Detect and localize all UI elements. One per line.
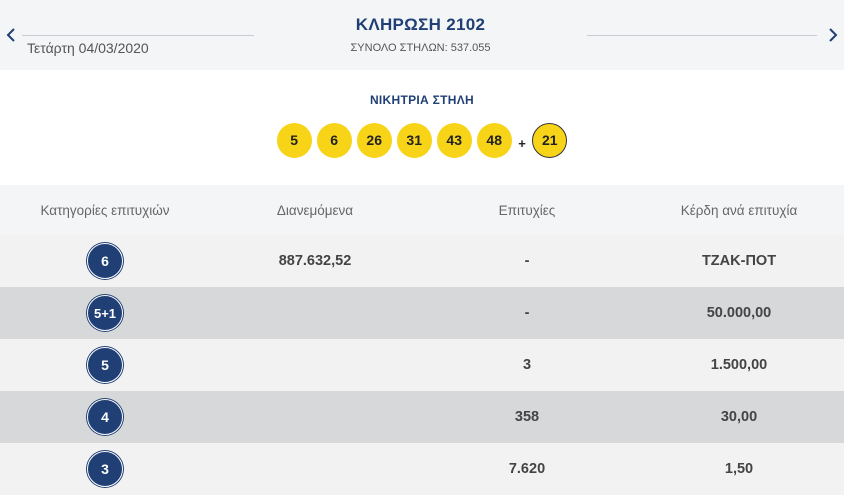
category-badge: 4 bbox=[87, 399, 123, 435]
header-categories: Κατηγορίες επιτυχιών bbox=[40, 202, 170, 218]
winning-ball: 31 bbox=[396, 122, 432, 158]
header-distributed: Διανεμόμενα bbox=[276, 202, 354, 218]
winning-numbers: 5 6 26 31 43 48 + 21 bbox=[0, 122, 844, 158]
category-cell: 5+1 bbox=[0, 295, 210, 331]
prize-cell: ΤΖΑΚ-ΠΟΤ bbox=[701, 253, 777, 269]
prize-cell: 30,00 bbox=[720, 409, 758, 425]
winning-ball: 26 bbox=[356, 122, 392, 158]
winning-ball: 48 bbox=[476, 122, 512, 158]
chevron-left-icon bbox=[6, 28, 15, 42]
category-cell: 6 bbox=[0, 243, 210, 279]
draw-header: Τετάρτη 04/03/2020 ΚΛΗΡΩΣΗ 2102 ΣΥΝΟΛΟ Σ… bbox=[0, 0, 844, 70]
category-badge: 3 bbox=[87, 451, 123, 487]
table-row: 4 358 30,00 bbox=[0, 391, 844, 443]
winners-cell: - bbox=[524, 253, 530, 269]
draw-title: ΚΛΗΡΩΣΗ 2102 bbox=[355, 15, 486, 34]
chevron-right-icon bbox=[829, 28, 838, 42]
winners-cell: - bbox=[524, 305, 530, 321]
winners-cell: 358 bbox=[514, 409, 540, 425]
prize-table: Κατηγορίες επιτυχιών Διανεμόμενα Επιτυχί… bbox=[0, 185, 844, 495]
prize-cell: 1.500,00 bbox=[710, 357, 768, 373]
winning-column-title: ΝΙΚΗΤΡΙΑ ΣΤΗΛΗ bbox=[369, 93, 475, 107]
distributed-cell: 887.632,52 bbox=[278, 253, 352, 269]
winners-cell: 7.620 bbox=[508, 461, 546, 477]
prize-cell: 50.000,00 bbox=[706, 305, 772, 321]
header-divider-right bbox=[587, 35, 817, 36]
next-draw-button[interactable] bbox=[822, 20, 844, 50]
winning-ball: 5 bbox=[276, 122, 312, 158]
category-badge: 6 bbox=[87, 243, 123, 279]
prize-cell: 1,50 bbox=[724, 461, 754, 477]
previous-draw-button[interactable] bbox=[0, 20, 22, 50]
header-prize: Κέρδη ανά επιτυχία bbox=[680, 202, 798, 218]
winning-ball: 43 bbox=[436, 122, 472, 158]
winners-cell: 3 bbox=[522, 357, 532, 373]
table-row: 6 887.632,52 - ΤΖΑΚ-ΠΟΤ bbox=[0, 235, 844, 287]
category-cell: 3 bbox=[0, 451, 210, 487]
header-divider-left bbox=[22, 35, 254, 36]
table-row: 5+1 - 50.000,00 bbox=[0, 287, 844, 339]
category-badge: 5+1 bbox=[87, 295, 123, 331]
table-row: 3 7.620 1,50 bbox=[0, 443, 844, 495]
category-badge: 5 bbox=[87, 347, 123, 383]
table-row: 5 3 1.500,00 bbox=[0, 339, 844, 391]
total-columns: ΣΥΝΟΛΟ ΣΤΗΛΩΝ: 537.055 bbox=[350, 42, 491, 54]
header-winners: Επιτυχίες bbox=[498, 202, 556, 218]
table-header: Κατηγορίες επιτυχιών Διανεμόμενα Επιτυχί… bbox=[0, 185, 844, 235]
draw-date: Τετάρτη 04/03/2020 bbox=[27, 40, 149, 56]
category-cell: 4 bbox=[0, 399, 210, 435]
winning-ball: 6 bbox=[316, 122, 352, 158]
plus-sign: + bbox=[518, 135, 526, 151]
category-cell: 5 bbox=[0, 347, 210, 383]
bonus-ball: 21 bbox=[532, 122, 568, 158]
